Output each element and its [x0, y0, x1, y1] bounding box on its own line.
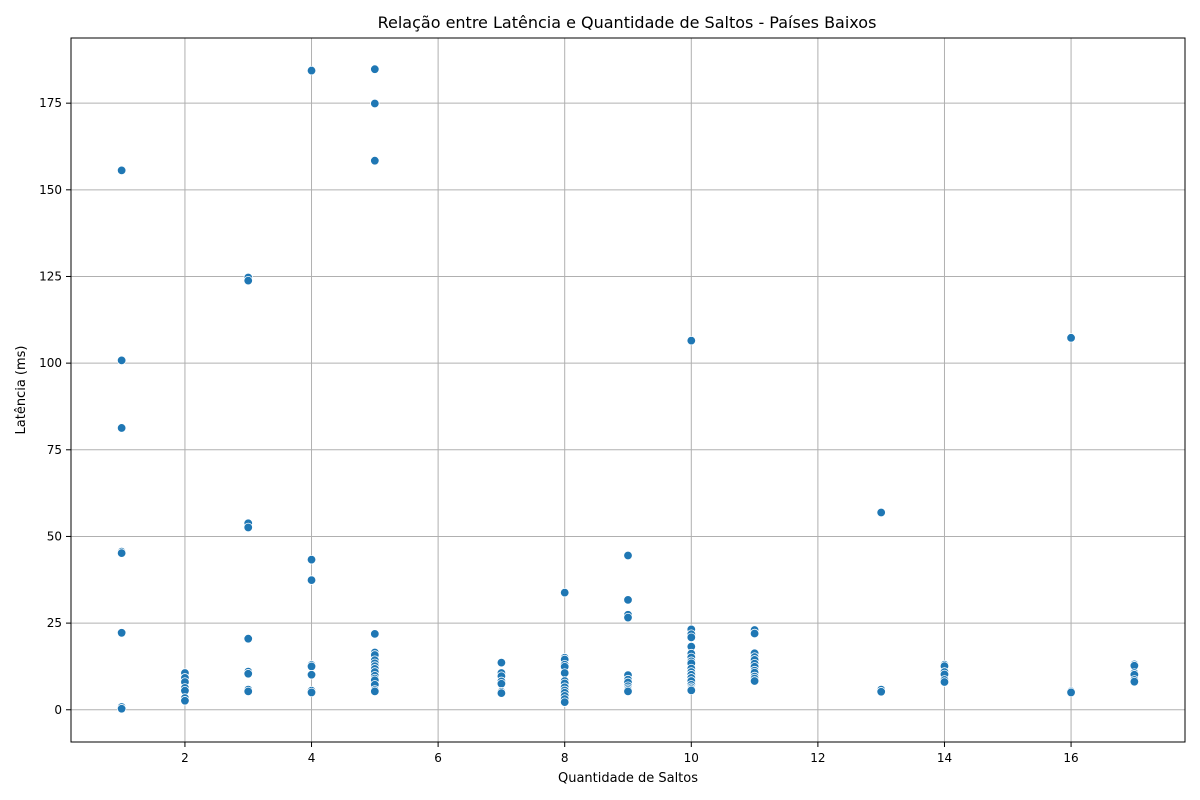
x-tick-label: 4: [308, 751, 316, 765]
data-point: [243, 669, 253, 679]
data-point: [1066, 687, 1076, 698]
y-tick-label: 175: [39, 96, 62, 110]
data-point: [116, 628, 127, 638]
data-point: [243, 686, 253, 697]
data-point: [116, 355, 127, 366]
data-point: [749, 676, 760, 686]
y-tick-label: 125: [39, 269, 62, 283]
chart-title: Relação entre Latência e Quantidade de S…: [378, 13, 877, 32]
data-point: [116, 704, 127, 714]
data-point: [623, 612, 633, 623]
grid-layer: [71, 38, 1185, 742]
y-axis-label: Latência (ms): [14, 346, 29, 435]
y-tick-label: 50: [47, 529, 62, 543]
x-tick-label: 6: [434, 751, 442, 765]
data-point: [116, 423, 127, 433]
data-point: [116, 165, 127, 176]
data-point: [370, 686, 380, 697]
data-point: [243, 522, 253, 533]
data-point: [306, 661, 317, 672]
data-point: [560, 668, 570, 678]
x-axis-label: Quantidade de Saltos: [558, 771, 698, 786]
data-point: [876, 507, 886, 518]
x-tick-label: 2: [181, 751, 189, 765]
data-point: [496, 679, 507, 689]
data-point: [306, 575, 317, 585]
data-point: [876, 687, 886, 697]
data-point: [560, 697, 570, 707]
data-point: [686, 685, 696, 696]
data-point: [939, 677, 950, 687]
data-point: [370, 629, 380, 639]
ticks-layer: 2 4 6 8 10 12 14 16 0 25 50 75 100 125 150 175: [39, 96, 1079, 765]
data-point: [686, 632, 696, 643]
data-point: [306, 687, 317, 698]
data-point: [1066, 333, 1076, 343]
data-point: [496, 688, 507, 698]
x-tick-label: 12: [810, 751, 825, 765]
y-tick-label: 25: [47, 616, 62, 630]
data-point: [370, 98, 380, 109]
x-tick-label: 8: [561, 751, 569, 765]
y-tick-label: 0: [54, 703, 62, 717]
y-tick-label: 150: [39, 183, 62, 197]
data-point: [623, 550, 633, 561]
x-tick-label: 14: [937, 751, 952, 765]
data-point: [306, 670, 317, 680]
data-point: [370, 64, 380, 74]
y-tick-label: 75: [47, 443, 62, 457]
data-point: [116, 548, 127, 558]
data-point: [370, 156, 380, 166]
y-tick-label: 100: [39, 356, 62, 370]
data-point: [623, 686, 633, 697]
data-point: [243, 275, 253, 286]
data-point: [749, 628, 760, 639]
data-point: [306, 65, 317, 76]
plot-frame: [70, 37, 1186, 743]
data-point: [180, 696, 190, 706]
x-tick-label: 10: [684, 751, 699, 765]
data-point: [686, 335, 696, 346]
data-point: [306, 554, 317, 565]
data-point: [243, 634, 253, 644]
data-point: [496, 657, 507, 668]
data-point: [623, 595, 633, 605]
data-point: [1129, 676, 1140, 687]
points-layer: [116, 64, 1140, 714]
data-point: [560, 587, 570, 598]
x-tick-label: 16: [1063, 751, 1078, 765]
